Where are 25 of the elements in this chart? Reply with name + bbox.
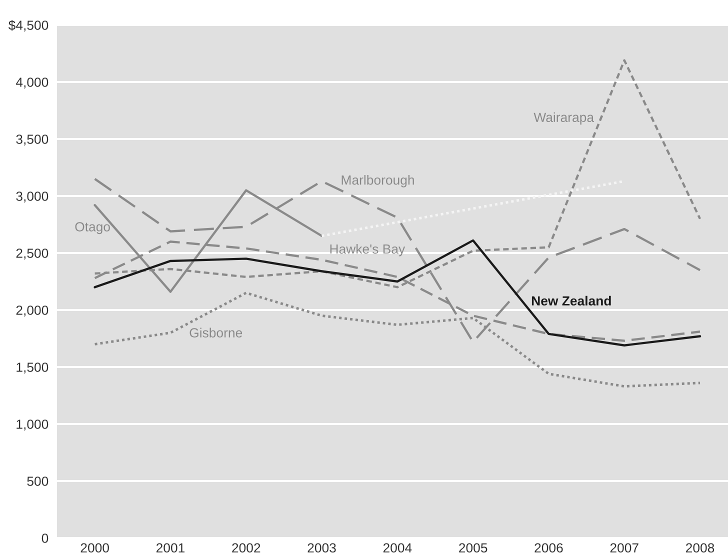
x-tick-label: 2000 (80, 543, 109, 553)
y-tick-label: 2,000 (16, 306, 48, 316)
x-tick-label: 2007 (610, 543, 638, 553)
y-tick-label: 4,000 (16, 78, 48, 88)
x-tick-label: 2003 (308, 543, 336, 553)
y-tick-label: 2,500 (16, 248, 48, 260)
x-tick-label: 2002 (232, 543, 260, 553)
y-tick-label: 0 (42, 534, 48, 543)
x-tick-label: 2008 (686, 543, 714, 553)
y-tick-label: 3,500 (16, 134, 48, 146)
series-label: Otago (75, 222, 110, 234)
x-tick-label: 2004 (383, 543, 412, 553)
x-tick-label: 2006 (534, 543, 563, 553)
y-tick-label: 1,500 (16, 362, 48, 374)
series-label: Wairarapa (534, 112, 594, 125)
y-tick-label: 500 (27, 476, 48, 486)
y-tick-label: 1,000 (16, 420, 48, 430)
y-tick-label: 3,000 (16, 192, 48, 202)
y-tick-label: $4,500 (8, 20, 48, 32)
series-label: Hawke's Bay (330, 244, 406, 256)
series-label: Marlborough (342, 175, 414, 188)
x-tick-label: 2005 (459, 543, 488, 553)
x-tick-label: 2001 (156, 543, 185, 553)
series-label: Gisborne (190, 328, 242, 338)
series-label: New Zealand (532, 296, 611, 306)
